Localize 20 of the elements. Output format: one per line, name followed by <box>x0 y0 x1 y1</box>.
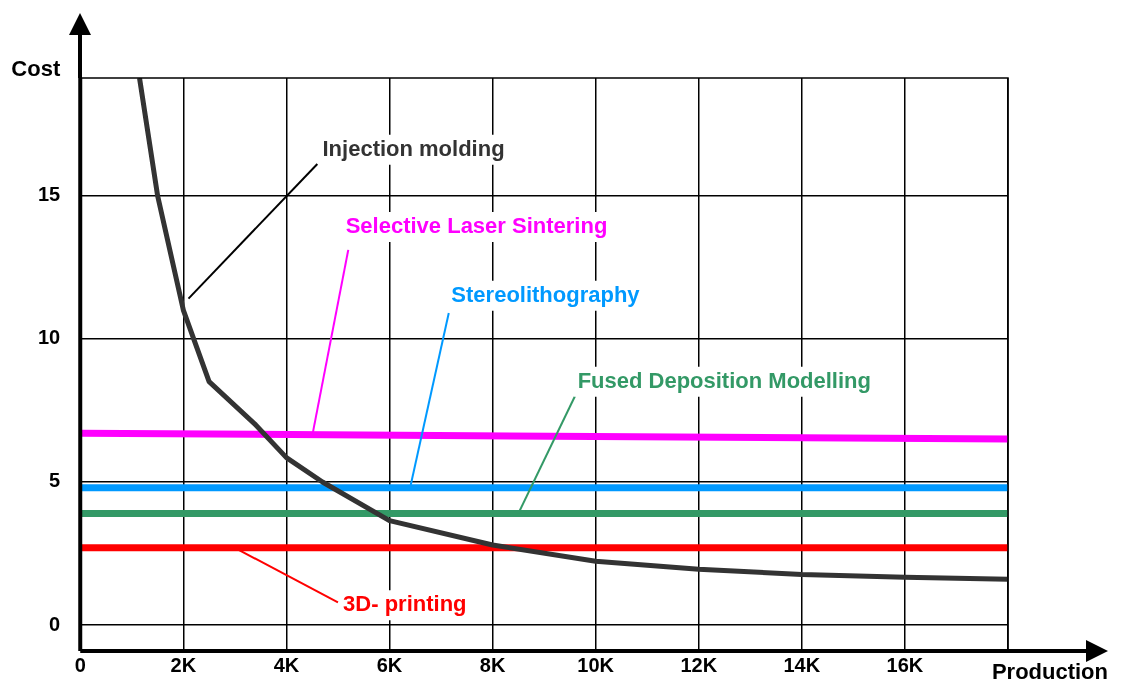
y-tick-label: 10 <box>38 326 61 349</box>
series-label: 3D- printing <box>343 591 467 617</box>
y-tick-label: 0 <box>49 612 61 635</box>
x-axis-title: Production <box>991 659 1108 685</box>
x-tick-label: 6K <box>376 653 403 676</box>
x-tick-label: 2K <box>170 653 197 676</box>
x-tick-label: 0 <box>74 653 86 676</box>
text: Stereolithography <box>451 281 641 307</box>
x-tick-label: 8K <box>479 653 506 676</box>
text: Fused Deposition Modelling <box>577 367 871 393</box>
text: Injection molding <box>322 135 505 161</box>
x-tick-label: 14K <box>783 653 821 676</box>
y-tick-label: 15 <box>38 182 61 205</box>
x-tick-label: 10K <box>577 653 615 676</box>
x-tick-label: 12K <box>680 653 718 676</box>
text: Selective Laser Sintering <box>345 213 608 239</box>
y-tick-label: 5 <box>49 469 61 492</box>
x-tick-label: 4K <box>273 653 300 676</box>
y-axis-title: Cost <box>11 56 61 82</box>
x-tick-label: 16K <box>886 653 924 676</box>
